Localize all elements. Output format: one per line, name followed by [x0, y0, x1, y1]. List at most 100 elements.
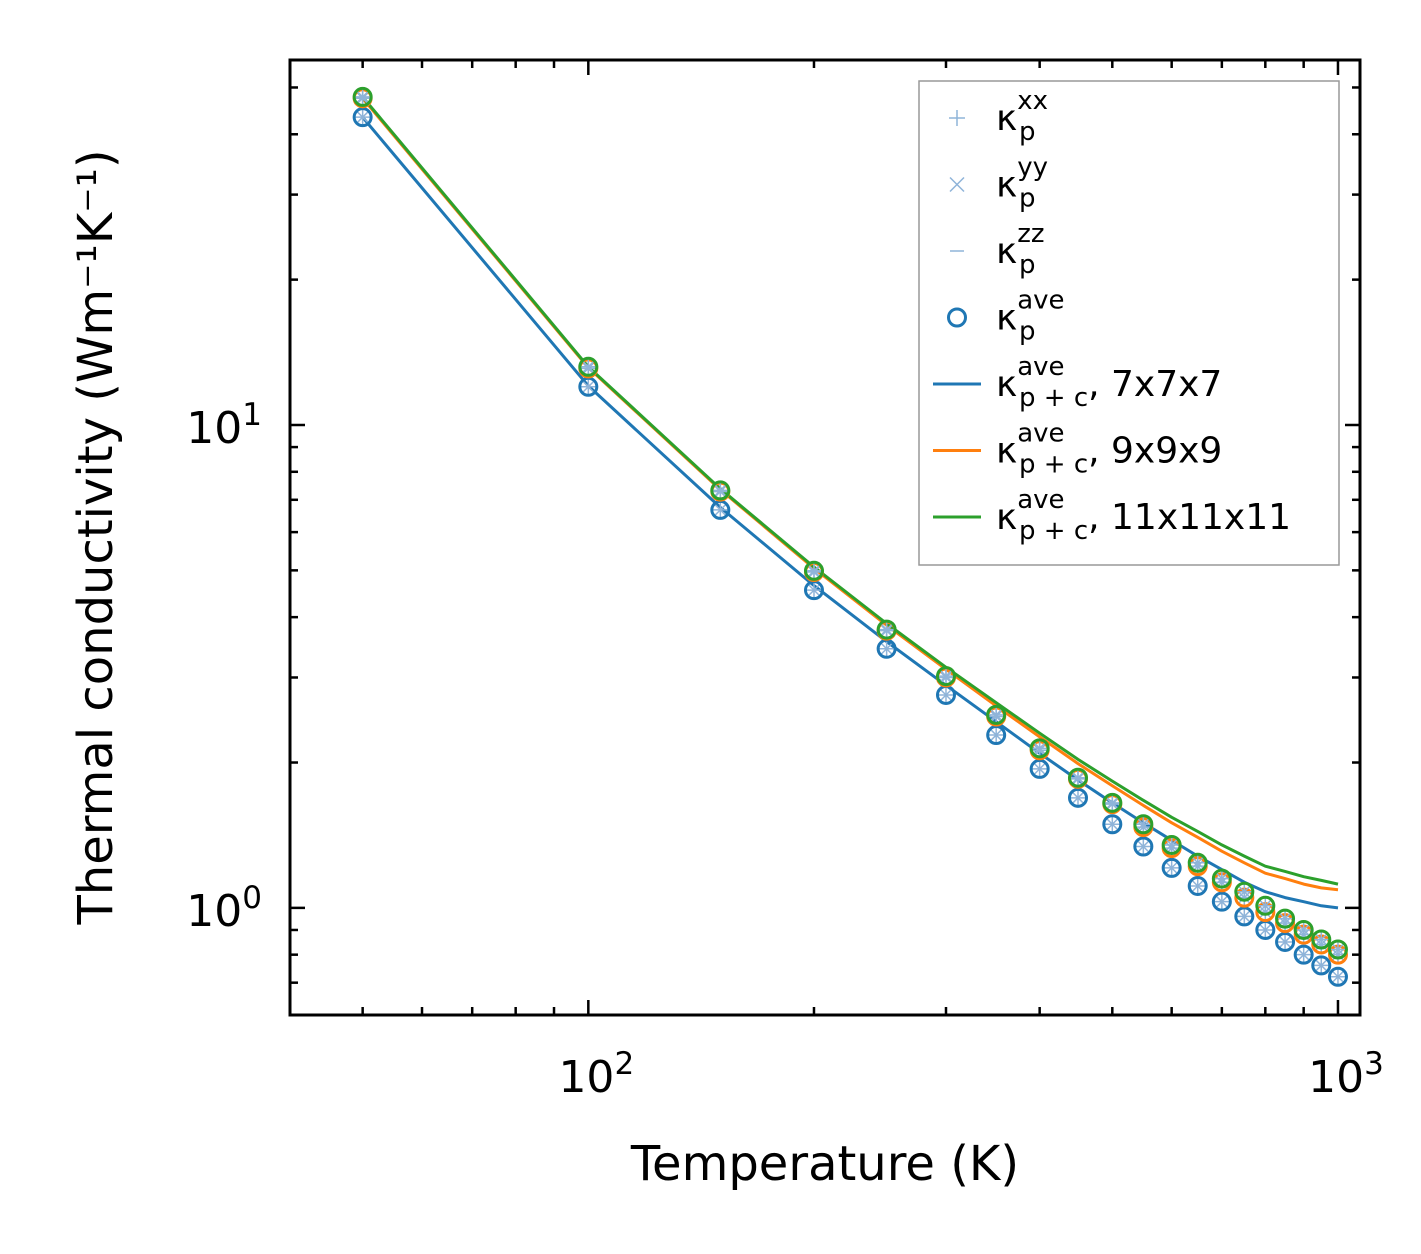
- data-point: [803, 560, 824, 581]
- legend-box: [918, 80, 1340, 566]
- data-point: [1311, 955, 1332, 976]
- marker-cross-b: [356, 90, 370, 104]
- marker-cross-b: [1331, 970, 1345, 984]
- marker-circle-11x11x11: [1187, 852, 1208, 873]
- marker-circle-11x11x11: [1275, 908, 1296, 929]
- marker-cross-b: [1165, 838, 1179, 852]
- marker-cross-b: [807, 564, 821, 578]
- data-point: [935, 666, 956, 687]
- data-point: [1293, 944, 1314, 965]
- marker-circle-11x11x11: [1327, 939, 1348, 960]
- data-point: [1133, 836, 1154, 857]
- marker-cross-b: [1297, 948, 1311, 962]
- data-point: [1161, 834, 1182, 855]
- marker-circle-7x7x7: [1161, 857, 1182, 878]
- marker-circle-11x11x11: [1161, 834, 1182, 855]
- data-point: [1255, 919, 1276, 940]
- marker-cross-b: [1105, 796, 1119, 810]
- data-point: [1068, 787, 1089, 808]
- data-point: [1029, 738, 1050, 759]
- marker-cross-b: [1105, 817, 1119, 831]
- marker-cross-b: [1237, 909, 1251, 923]
- data-point: [876, 638, 897, 659]
- marker-circle-7x7x7: [1187, 875, 1208, 896]
- marker-circle-11x11x11: [1255, 895, 1276, 916]
- marker-circle-7x7x7: [1068, 787, 1089, 808]
- data-point: [1029, 758, 1050, 779]
- marker-cross-b: [1191, 856, 1205, 870]
- data-point: [1187, 852, 1208, 873]
- data-point: [1275, 908, 1296, 929]
- data-point: [352, 86, 373, 107]
- marker-cross-b: [1071, 791, 1085, 805]
- marker-circle-11x11x11: [352, 86, 373, 107]
- data-point: [1211, 891, 1232, 912]
- x-axis-label: Temperature (K): [630, 1136, 1019, 1192]
- legend-circle-icon: [947, 307, 967, 328]
- marker-circle-7x7x7: [1234, 906, 1255, 927]
- data-point: [578, 356, 599, 377]
- marker-cross-b: [1278, 912, 1292, 926]
- data-point: [1327, 939, 1348, 960]
- y-axis-label: Thermal conductivity (Wm⁻¹K⁻¹): [68, 149, 124, 925]
- marker-cross-b: [1278, 935, 1292, 949]
- marker-circle-7x7x7: [1293, 944, 1314, 965]
- marker-circle-7x7x7: [1029, 758, 1050, 779]
- marker-cross-b: [1033, 762, 1047, 776]
- data-point: [1275, 931, 1296, 952]
- series-line-11x11x11: [361, 95, 1339, 886]
- legend-cross-icon: [949, 176, 965, 193]
- data-point: [1211, 868, 1232, 889]
- x-tick-label: 102: [558, 1046, 634, 1103]
- marker-cross-b: [713, 503, 727, 517]
- marker-circle-7x7x7: [1275, 931, 1296, 952]
- data-point: [710, 499, 731, 520]
- marker-circle-7x7x7: [352, 107, 373, 128]
- data-point: [803, 580, 824, 601]
- data-point: [986, 725, 1007, 746]
- marker-cross-b: [1136, 817, 1150, 831]
- data-point: [876, 619, 897, 640]
- data-point: [1187, 875, 1208, 896]
- marker-cross-b: [1215, 895, 1229, 909]
- marker-cross-b: [1314, 958, 1328, 972]
- marker-cross-b: [1071, 771, 1085, 785]
- marker-circle-11x11x11: [935, 666, 956, 687]
- data-point: [1102, 814, 1123, 835]
- marker-cross-b: [1215, 872, 1229, 886]
- data-point: [1234, 906, 1255, 927]
- marker-circle-11x11x11: [1234, 881, 1255, 902]
- marker-cross-b: [989, 708, 1003, 722]
- marker-cross-b: [939, 688, 953, 702]
- marker-cross-b: [880, 642, 894, 656]
- data-point: [1161, 857, 1182, 878]
- marker-circle-11x11x11: [1102, 792, 1123, 813]
- data-point: [1311, 929, 1332, 950]
- marker-cross-b: [1033, 741, 1047, 755]
- data-point: [935, 684, 956, 705]
- marker-circle-11x11x11: [1029, 738, 1050, 759]
- data-point: [1327, 966, 1348, 987]
- marker-cross-b: [581, 360, 595, 374]
- marker-circle-11x11x11: [1211, 868, 1232, 889]
- plot-curves: [361, 95, 1339, 910]
- data-point: [1102, 792, 1123, 813]
- marker-circle-11x11x11: [1293, 919, 1314, 940]
- marker-cross-b: [1165, 861, 1179, 875]
- data-point: [710, 480, 731, 501]
- marker-circle-11x11x11: [710, 480, 731, 501]
- marker-cross-b: [1297, 923, 1311, 937]
- marker-circle-7x7x7: [1133, 836, 1154, 857]
- data-point: [1133, 814, 1154, 835]
- data-point: [1068, 767, 1089, 788]
- marker-circle-11x11x11: [986, 704, 1007, 725]
- marker-cross-b: [807, 583, 821, 597]
- plot-markers: [352, 86, 1348, 987]
- marker-circle-7x7x7: [1327, 966, 1348, 987]
- series-line-7x7x7: [361, 116, 1339, 910]
- marker-circle-11x11x11: [1133, 814, 1154, 835]
- marker-circle-7x7x7: [1102, 814, 1123, 835]
- marker-circle-11x11x11: [1068, 767, 1089, 788]
- marker-cross-b: [713, 483, 727, 497]
